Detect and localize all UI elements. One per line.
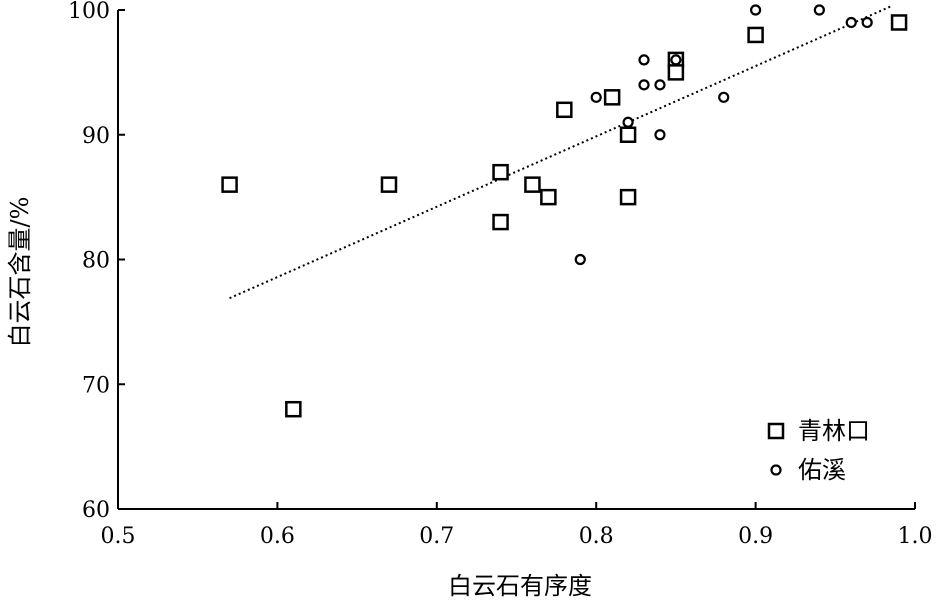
axes: [117, 10, 915, 510]
circle-point: [638, 54, 650, 66]
circle-point: [638, 79, 650, 91]
square-point: [540, 188, 557, 206]
square-point: [667, 64, 685, 81]
x-tick-label: 0.8: [579, 524, 614, 549]
square-point: [221, 176, 238, 193]
y-tick-label: 60: [82, 498, 110, 523]
circle-point: [654, 129, 666, 141]
square-point: [524, 176, 541, 193]
circle-point: [574, 253, 586, 266]
y-tick-label: 70: [82, 373, 110, 398]
circle-point: [718, 91, 730, 103]
data-points: [221, 4, 908, 418]
square-point: [890, 14, 908, 31]
x-tick-label: 0.9: [738, 524, 773, 549]
circle-point: [654, 79, 666, 91]
trendline: [229, 5, 892, 300]
square-point: [619, 188, 637, 206]
square-point: [492, 213, 509, 231]
legend-label: 佑溪: [798, 456, 846, 484]
x-tick-label: 1.0: [898, 524, 933, 549]
x-tick-label: 0.7: [419, 524, 454, 549]
x-tick-label: 0.6: [260, 524, 295, 549]
legend-circle-marker: [770, 464, 782, 476]
circle-point: [590, 91, 602, 103]
y-axis-label: 白云石含量/%: [6, 197, 34, 348]
square-point: [285, 400, 302, 418]
ticks: 0.5 0.6 0.7 0.8 0.9 1.0 60 70 80 90 100: [68, 0, 933, 549]
square-point: [603, 89, 621, 106]
square-point: [747, 26, 764, 44]
circle-point: [813, 4, 825, 16]
square-point: [492, 163, 509, 181]
square-point: [556, 101, 573, 119]
square-point: [380, 176, 398, 193]
y-tick-label: 100: [68, 0, 110, 24]
x-tick-label: 0.5: [101, 524, 136, 549]
circle-point: [845, 16, 857, 29]
legend-label: 青林口: [798, 417, 870, 445]
legend-square-marker: [767, 422, 785, 440]
circle-point: [749, 4, 762, 16]
y-tick-label: 80: [82, 249, 110, 274]
y-tick-label: 90: [82, 124, 110, 149]
circle-point: [861, 16, 873, 29]
trendline-group: [229, 5, 892, 300]
square-point: [619, 126, 637, 143]
circle-point: [670, 54, 682, 66]
circle-point: [622, 116, 634, 128]
x-axis-label: 白云石有序度: [448, 572, 592, 600]
